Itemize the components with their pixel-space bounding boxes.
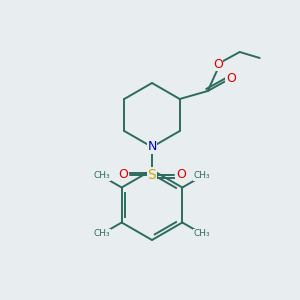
Text: S: S [148,168,156,182]
Text: O: O [226,73,236,85]
Text: CH₃: CH₃ [194,230,211,238]
Text: CH₃: CH₃ [194,172,211,181]
Text: O: O [118,169,128,182]
Text: N: N [147,140,157,154]
Text: O: O [213,58,223,70]
Text: CH₃: CH₃ [94,230,110,238]
Text: CH₃: CH₃ [94,172,110,181]
Text: O: O [176,169,186,182]
